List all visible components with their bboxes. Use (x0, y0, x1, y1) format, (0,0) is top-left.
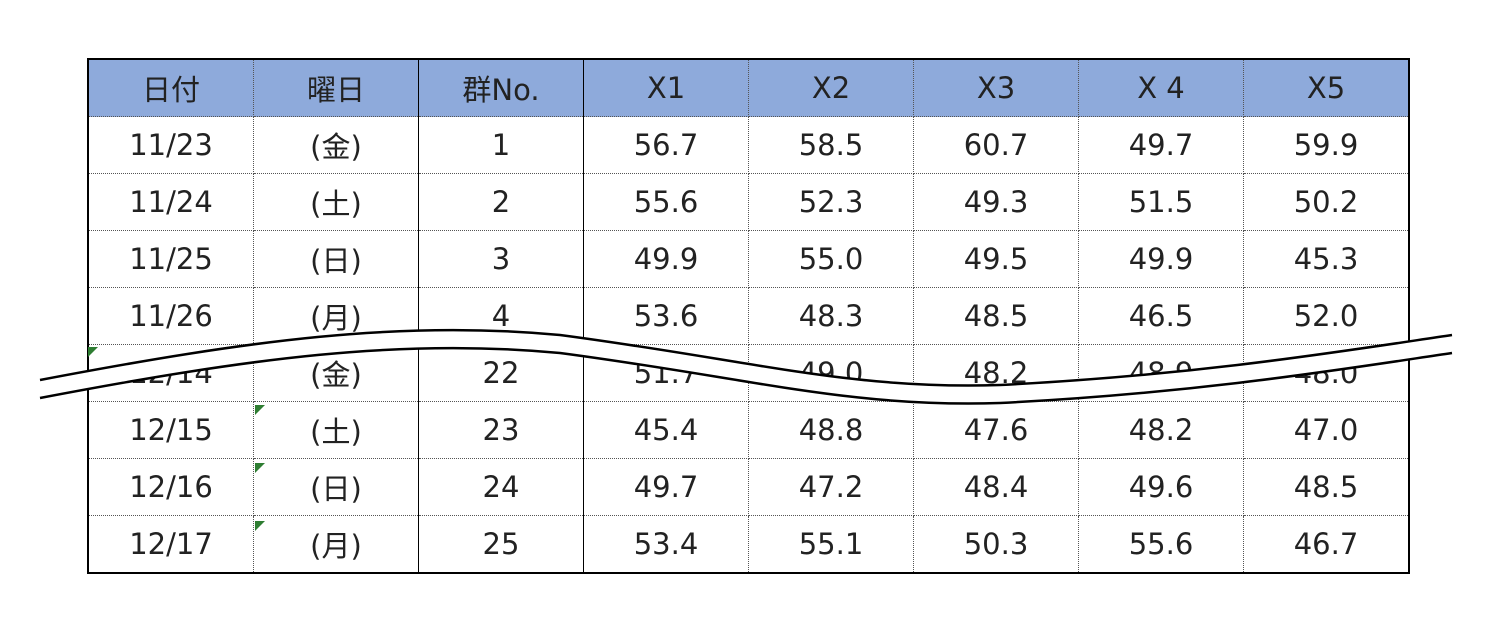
break-wave-fill (40, 330, 1452, 404)
cell: 60.7 (913, 116, 1079, 174)
cell: 曜日 (253, 58, 419, 117)
cell: 55.6 (583, 173, 749, 231)
data-table: 日付 曜日 群No. X1 X2 X3 X 4 X5 11/23 (金) 1 56.7 58.5 60.7… (87, 58, 1410, 574)
cell: 49.9 (583, 230, 749, 288)
cell: X 4 (1078, 58, 1244, 117)
cell: 52.3 (748, 173, 914, 231)
break-wave-top (39, 328, 1453, 387)
cell: 55.1 (748, 515, 914, 574)
cell: 12/15 (87, 401, 254, 459)
cell: 52.0 (1243, 287, 1410, 345)
cell: 45.3 (1243, 230, 1410, 288)
cell: (土) (253, 401, 419, 459)
cell: (月) (253, 515, 419, 574)
cell: 11/23 (87, 116, 254, 174)
cell: 12/16 (87, 458, 254, 516)
cell: (日) (253, 230, 419, 288)
cell: 48.5 (1243, 458, 1410, 516)
cell: 48.5 (913, 287, 1079, 345)
cell: 48.3 (748, 287, 914, 345)
cell: 59.9 (1243, 116, 1410, 174)
data-row: 12/17 (月) 25 53.4 55.1 50.3 55.6 46.7 (87, 515, 1410, 574)
cell: 25 (418, 515, 584, 574)
cell: (日) (253, 458, 419, 516)
cell: 47.0 (1243, 401, 1410, 459)
break-wave-bottom (39, 346, 1453, 405)
cell: 45.4 (583, 401, 749, 459)
cell: 49.7 (1078, 116, 1244, 174)
cell: X2 (748, 58, 914, 117)
cell: 1 (418, 116, 584, 174)
cell: 24 (418, 458, 584, 516)
cell: 群No. (418, 58, 584, 117)
cell: 51.5 (1078, 173, 1244, 231)
cell: 55.6 (1078, 515, 1244, 574)
cell: 48.8 (748, 401, 914, 459)
cell: 47.6 (913, 401, 1079, 459)
cell: 53.4 (583, 515, 749, 574)
cell: (金) (253, 116, 419, 174)
cell: 11/26 (87, 287, 254, 345)
cell: X1 (583, 58, 749, 117)
data-row: 11/25 (日) 3 49.9 55.0 49.5 49.9 45.3 (87, 230, 1410, 288)
data-row: 11/23 (金) 1 56.7 58.5 60.7 49.7 59.9 (87, 116, 1410, 174)
cell: (土) (253, 173, 419, 231)
cell: 49.5 (913, 230, 1079, 288)
cell: 47.2 (748, 458, 914, 516)
header-row: 日付 曜日 群No. X1 X2 X3 X 4 X5 (87, 58, 1410, 117)
cell: X5 (1243, 58, 1410, 117)
cell: X3 (913, 58, 1079, 117)
cell: 23 (418, 401, 584, 459)
data-row: 12/16 (日) 24 49.7 47.2 48.4 49.6 48.5 (87, 458, 1410, 516)
cell: 49.6 (1078, 458, 1244, 516)
cell: 56.7 (583, 116, 749, 174)
cell: 50.3 (913, 515, 1079, 574)
cell: 12/17 (87, 515, 254, 574)
cell: 46.7 (1243, 515, 1410, 574)
cell: 2 (418, 173, 584, 231)
cell: 50.2 (1243, 173, 1410, 231)
cell: 55.0 (748, 230, 914, 288)
cell: 58.5 (748, 116, 914, 174)
error-markers (88, 347, 265, 531)
cell: 48.4 (913, 458, 1079, 516)
